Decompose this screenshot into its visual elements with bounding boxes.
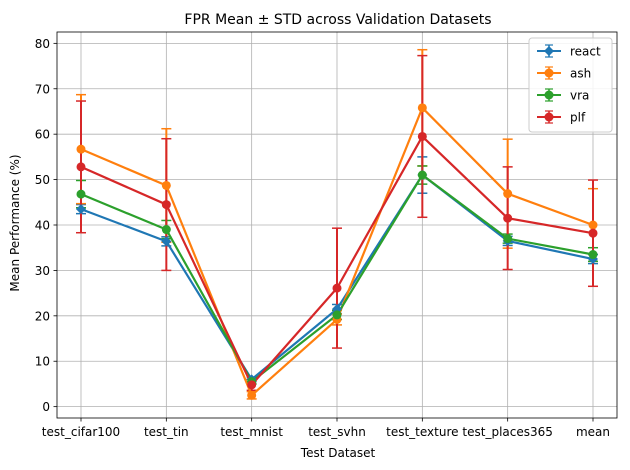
data-point-vra <box>503 234 513 244</box>
data-point-plf <box>161 200 171 210</box>
series-markers <box>76 103 598 400</box>
data-point-react <box>76 204 86 215</box>
data-point-plf <box>417 131 427 141</box>
x-axis-ticks: test_cifar100 test_tin test_mnist test_svhn… <box>42 418 610 439</box>
data-point-plf <box>503 213 513 223</box>
legend-box <box>528 37 613 133</box>
data-point-vra <box>161 225 171 235</box>
y-tick-label: 50 <box>35 173 50 187</box>
data-point-ash <box>503 189 513 199</box>
x-tick-label: test_svhn <box>308 425 366 439</box>
y-tick-label: 80 <box>35 37 50 51</box>
data-point-plf <box>247 380 257 390</box>
legend-marker-ash <box>544 68 554 78</box>
y-tick-label: 30 <box>35 264 50 278</box>
data-point-ash <box>588 220 598 230</box>
x-tick-label: test_tin <box>144 425 189 439</box>
data-point-vra <box>332 310 342 320</box>
data-point-ash <box>417 103 427 113</box>
y-tick-label: 20 <box>35 309 50 323</box>
x-tick-label: test_cifar100 <box>42 425 120 439</box>
legend-marker-plf <box>544 112 554 122</box>
legend-label-react: react <box>570 45 601 59</box>
data-point-ash <box>76 144 86 154</box>
legend-label-vra: vra <box>570 89 589 103</box>
x-tick-label: mean <box>576 425 610 439</box>
legend-label-plf: plf <box>570 111 586 125</box>
legend-marker-react <box>544 46 554 56</box>
x-tick-label: test_mnist <box>220 425 283 439</box>
y-axis-ticks: 0 10 20 30 40 50 60 70 80 <box>35 37 57 414</box>
data-point-vra <box>76 189 86 199</box>
x-tick-label: test_texture <box>386 425 458 439</box>
data-point-ash <box>161 180 171 190</box>
x-axis-label: Test Dataset <box>300 446 376 460</box>
legend: react ash vra plf <box>528 37 613 133</box>
y-axis-label: Mean Performance (%) <box>8 154 22 291</box>
y-tick-label: 60 <box>35 128 50 142</box>
data-point-plf <box>76 162 86 172</box>
chart-title: FPR Mean ± STD across Validation Dataset… <box>184 12 491 28</box>
y-tick-label: 0 <box>42 400 50 414</box>
data-point-plf <box>588 228 598 238</box>
data-point-react <box>161 236 172 247</box>
legend-marker-vra <box>544 90 554 100</box>
y-tick-label: 70 <box>35 82 50 96</box>
data-point-vra <box>588 250 598 260</box>
y-tick-label: 40 <box>35 219 50 233</box>
data-point-plf <box>332 283 342 293</box>
data-point-vra <box>417 170 427 180</box>
data-point-ash <box>247 390 257 400</box>
legend-label-ash: ash <box>570 67 591 81</box>
y-tick-label: 10 <box>35 355 50 369</box>
x-tick-label: test_places365 <box>462 425 553 439</box>
